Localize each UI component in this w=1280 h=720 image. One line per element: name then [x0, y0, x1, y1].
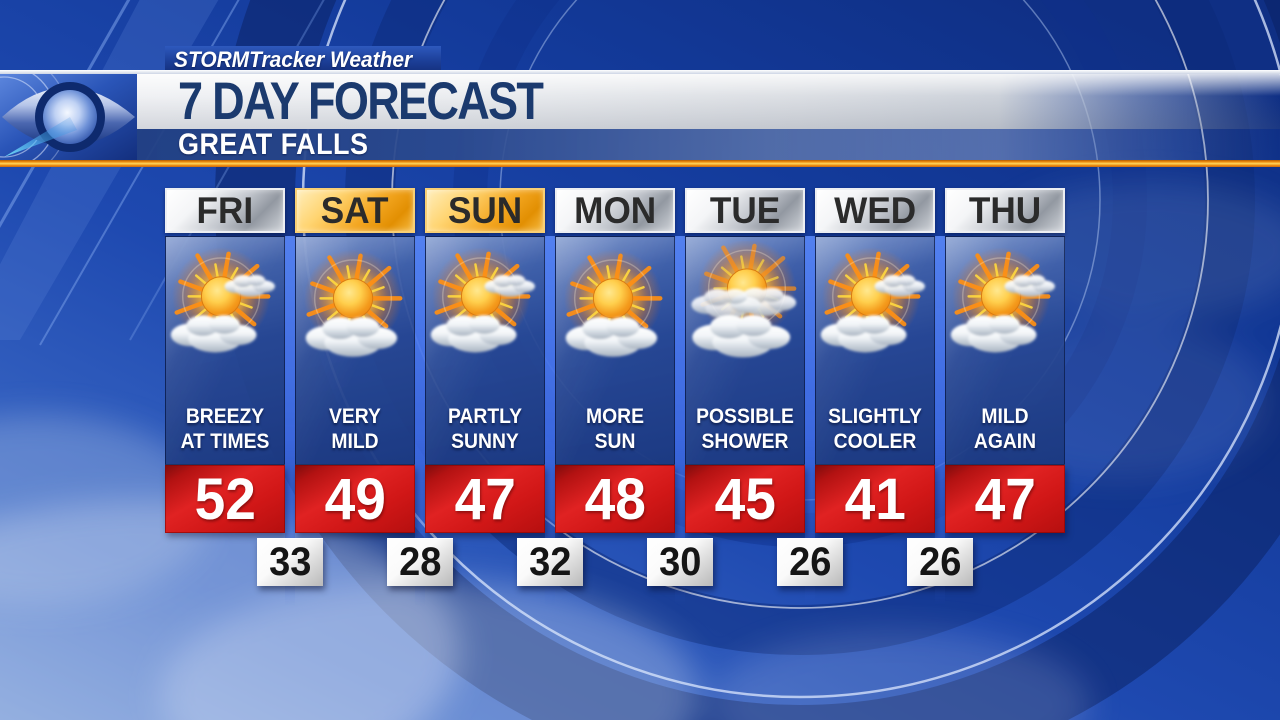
high-temp-value: 41: [844, 466, 906, 532]
day-label: SUN: [447, 189, 523, 231]
weather-icon: [556, 241, 674, 401]
condition-text: SLIGHTLY COOLER: [828, 405, 922, 453]
high-temp-box: 49: [295, 465, 415, 533]
cloud-haze: [0, 180, 1280, 720]
low-temp-value: 28: [398, 540, 442, 584]
low-temp-box: 28: [387, 538, 453, 586]
high-temp-box: 47: [945, 465, 1065, 533]
day-label: WED: [833, 189, 916, 231]
day-header: MON: [555, 188, 675, 233]
high-temp-value: 45: [714, 466, 776, 532]
day-label: SAT: [321, 189, 389, 231]
orange-divider: [0, 160, 1280, 167]
location-text: GREAT FALLS: [178, 128, 369, 161]
day-header: SAT: [295, 188, 415, 233]
day-header: SUN: [425, 188, 545, 233]
day-panel: MILD AGAIN: [945, 236, 1065, 465]
day-panel: PARTLY SUNNY: [425, 236, 545, 465]
day-label: MON: [573, 189, 656, 231]
partly-sunny-icon: [430, 247, 535, 353]
condition-text: MORE SUN: [586, 405, 644, 453]
day-column-sat: SAT VERY MILD 49 28: [295, 188, 453, 586]
high-temp-value: 48: [584, 466, 646, 532]
header-top-line: [0, 70, 1280, 74]
column-gap-stripe: [935, 236, 945, 606]
title-band: [0, 74, 1280, 129]
low-temp-box: 32: [517, 538, 583, 586]
condition-text: BREEZY AT TIMES: [180, 405, 270, 453]
day-header: TUE: [685, 188, 805, 233]
day-column-fri: FRI BREEZY AT TIMES 52 33: [165, 188, 323, 586]
day-column-mon: MON MORE SUN 48 30: [555, 188, 713, 586]
high-temp-value: 52: [194, 466, 256, 532]
day-panel: POSSIBLE SHOWER: [685, 236, 805, 465]
mostly-sunny-icon: [303, 249, 403, 357]
day-label: TUE: [709, 189, 781, 231]
day-column-tue: TUE POSSIBLE SHOWER 45 26: [685, 188, 843, 586]
condition-text: POSSIBLE SHOWER: [696, 405, 794, 453]
low-temp-value: 30: [658, 540, 702, 584]
column-gap-stripe: [805, 236, 815, 606]
day-label: FRI: [196, 189, 254, 231]
day-header: WED: [815, 188, 935, 233]
high-temp-value: 47: [974, 466, 1036, 532]
day-panel: MORE SUN: [555, 236, 675, 465]
day-panel: SLIGHTLY COOLER: [815, 236, 935, 465]
day-panel: BREEZY AT TIMES: [165, 236, 285, 465]
high-temp-value: 49: [324, 466, 386, 532]
day-header: FRI: [165, 188, 285, 233]
cbs-eye-logo: [0, 74, 137, 160]
low-temp-box: 26: [777, 538, 843, 586]
day-panel: VERY MILD: [295, 236, 415, 465]
location-band: GREAT FALLS: [0, 128, 1280, 161]
forecast-columns: FRI BREEZY AT TIMES 52 33 SAT VERY MILD: [165, 188, 1065, 586]
partly-sunny-icon: [950, 247, 1055, 353]
weather-icon: [166, 241, 284, 401]
low-temp-box: 30: [647, 538, 713, 586]
page-title: 7 DAY FORECAST: [178, 72, 544, 131]
low-temp-value: 33: [268, 540, 312, 584]
high-temp-box: 45: [685, 465, 805, 533]
partly-sunny-icon: [170, 247, 275, 353]
column-gap-stripe: [675, 236, 685, 606]
low-temp-box: 33: [257, 538, 323, 586]
column-gap-stripe: [285, 236, 295, 606]
weather-icon: [426, 241, 544, 401]
condition-text: PARTLY SUNNY: [447, 405, 523, 453]
high-temp-value: 47: [454, 466, 516, 532]
partly-sunny-icon: [820, 247, 925, 353]
day-header: THU: [945, 188, 1065, 233]
low-temp-value: 32: [528, 540, 572, 584]
cbs-eye-logo-graphic: [0, 74, 137, 160]
condition-text: MILD AGAIN: [973, 405, 1037, 453]
low-temp-value: 26: [918, 540, 962, 584]
brand-bar: STORMTracker Weather: [165, 46, 441, 73]
high-temp-box: 52: [165, 465, 285, 533]
day-column-wed: WED SLIGHTLY COOLER 41 26: [815, 188, 973, 586]
brand-text: STORMTracker Weather: [174, 46, 413, 72]
weather-icon: [816, 241, 934, 401]
low-temp-box: 26: [907, 538, 973, 586]
high-temp-box: 47: [425, 465, 545, 533]
day-column-thu: THU MILD AGAIN 47: [945, 188, 1065, 533]
condition-text: VERY MILD: [329, 405, 381, 453]
day-label: THU: [968, 189, 1042, 231]
weather-icon: [686, 241, 804, 401]
weather-icon: [296, 241, 414, 401]
column-gap-stripe: [415, 236, 425, 606]
day-column-sun: SUN PARTLY SUNNY 47 32: [425, 188, 583, 586]
high-temp-box: 48: [555, 465, 675, 533]
column-gap-stripe: [545, 236, 555, 606]
high-temp-box: 41: [815, 465, 935, 533]
weather-icon: [946, 241, 1064, 401]
low-temp-value: 26: [788, 540, 832, 584]
mostly-cloudy-icon: [691, 241, 797, 358]
mostly-sunny-icon: [563, 249, 663, 357]
